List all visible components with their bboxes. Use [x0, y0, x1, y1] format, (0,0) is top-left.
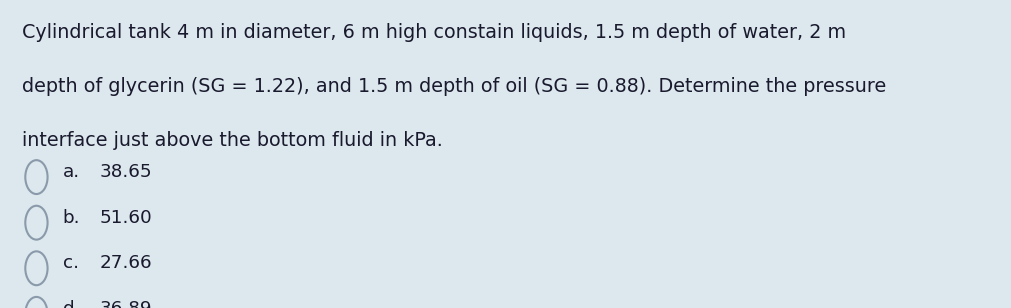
Text: b.: b. — [63, 209, 80, 227]
Text: 27.66: 27.66 — [99, 254, 152, 272]
Text: 51.60: 51.60 — [99, 209, 152, 227]
Text: interface just above the bottom fluid in kPa.: interface just above the bottom fluid in… — [22, 131, 443, 150]
Text: 38.65: 38.65 — [99, 163, 152, 181]
Text: Cylindrical tank 4 m in diameter, 6 m high constain liquids, 1.5 m depth of wate: Cylindrical tank 4 m in diameter, 6 m hi… — [22, 23, 845, 42]
Text: c.: c. — [63, 254, 79, 272]
Text: a.: a. — [63, 163, 80, 181]
Text: d.: d. — [63, 300, 80, 308]
Text: depth of glycerin (SG = 1.22), and 1.5 m depth of oil (SG = 0.88). Determine the: depth of glycerin (SG = 1.22), and 1.5 m… — [22, 77, 886, 96]
Text: 36.89: 36.89 — [99, 300, 152, 308]
